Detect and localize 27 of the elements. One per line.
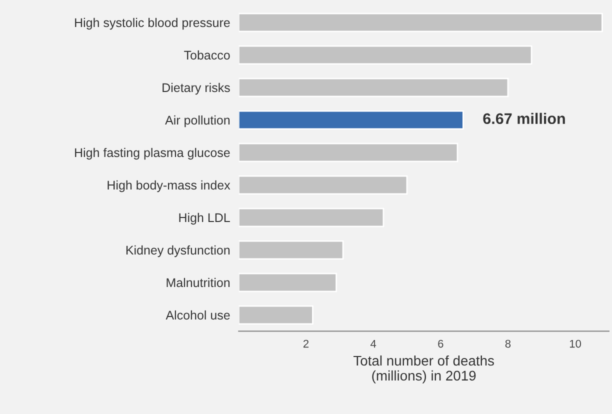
y-tick-label: Tobacco [184,50,230,60]
y-tick-label: Malnutrition [166,278,230,288]
y-tick-label: High systolic blood pressure [75,18,230,30]
bar [238,12,603,32]
x-axis-title: Total number of deaths (millions) in 2019 [353,355,494,384]
y-tick-label: High LDL [179,212,230,225]
bar [238,78,509,98]
y-tick-label: High body-mass index [108,180,230,192]
y-tick-label: Alcohol use [166,310,230,320]
x-tick-label: 8 [505,340,511,348]
x-tick-label: 2 [303,340,309,348]
bar [238,305,314,325]
bar [238,208,384,228]
y-tick-label: High fasting plasma glucose [75,148,230,160]
y-tick-label: Dietary risks [162,82,230,95]
data-label: 6.67 million [483,112,565,124]
bar [238,272,337,292]
bar [238,175,408,195]
bar [238,142,458,162]
x-tick-label: 4 [370,340,376,348]
bar [238,240,344,260]
y-tick-label: Kidney dysfunction [126,245,230,258]
y-tick-label: Air pollution [165,115,230,128]
x-tick-label: 10 [570,340,582,348]
bar [238,110,464,130]
x-tick-label: 6 [438,340,444,348]
bar [238,45,532,65]
